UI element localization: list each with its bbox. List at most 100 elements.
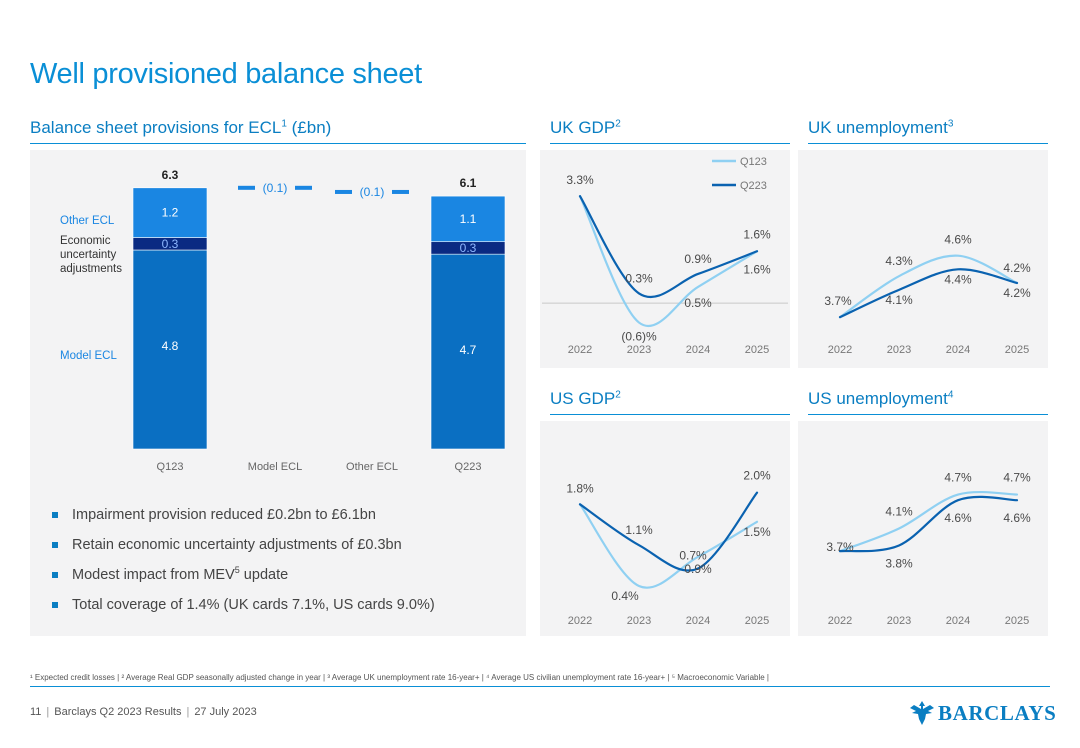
- x-tick-label: 2023: [627, 615, 651, 627]
- x-tick-label: 2024: [686, 344, 710, 356]
- bullet-marker: [52, 542, 58, 548]
- bullet-marker: [52, 572, 58, 578]
- footer: 11 | Barclays Q2 2023 Results | 27 July 2023: [30, 706, 257, 718]
- x-tick-label: Q223: [455, 461, 482, 473]
- bullet-item: Retain economic uncertainty adjustments …: [50, 534, 435, 564]
- bar-econ-adjustment-label: 0.3: [460, 241, 477, 255]
- uk-unemp-line-chart: 2022 2023 2024 2025 3.7% 4.3% 4.6% 4.2% 4.1% 4.4%…: [824, 233, 1031, 356]
- us-gdp-section-rule: [550, 414, 790, 415]
- bridge-label: (0.1): [360, 185, 385, 199]
- data-label: 0.4%: [611, 589, 639, 603]
- data-label: 4.2%: [1003, 261, 1031, 275]
- footnotes: ¹ Expected credit losses | ² Average Rea…: [30, 673, 770, 682]
- legend-econ-line1: Economic: [60, 235, 111, 247]
- report-date: 27 July 2023: [194, 706, 257, 718]
- bridge-label-bg: [352, 183, 392, 200]
- data-label: 4.4%: [944, 272, 972, 286]
- x-tick-label: 2025: [1005, 615, 1029, 627]
- data-label: 1.6%: [743, 227, 771, 241]
- data-label: 1.6%: [743, 262, 771, 276]
- data-label: 3.3%: [566, 173, 594, 187]
- page-title: Well provisioned balance sheet: [30, 58, 422, 90]
- x-tick-label: 2025: [1005, 344, 1029, 356]
- data-label: 4.2%: [1003, 286, 1031, 300]
- bullet-item: Modest impact from MEV5 update: [50, 564, 435, 594]
- bullet-list: Impairment provision reduced £0.2bn to £…: [50, 504, 435, 624]
- bar-model-ecl-label: 4.8: [162, 339, 179, 353]
- legend-other-ecl: Other ECL: [60, 215, 115, 227]
- bar-other-ecl: [132, 187, 208, 238]
- data-label: 0.9%: [684, 252, 712, 266]
- us-unemp-line-chart: 2022 2023 2024 2025 3.7% 4.1% 4.7% 4.7% 3.8% 4.6%…: [826, 471, 1031, 627]
- x-tick-label: 2023: [887, 615, 911, 627]
- legend-label-q123: Q123: [740, 156, 767, 168]
- ecl-bar-chart: Other ECL Economic uncertainty adjustmen…: [60, 168, 506, 473]
- data-label: 1.1%: [625, 523, 653, 537]
- bullet-item: Impairment provision reduced £0.2bn to £…: [50, 504, 435, 534]
- x-tick-label: 2024: [686, 615, 710, 627]
- x-tick-label: 2023: [887, 344, 911, 356]
- bar-model-ecl-label: 4.7: [460, 343, 477, 357]
- data-label: 2.0%: [743, 469, 771, 483]
- uk-unemp-section-title: UK unemployment3: [808, 118, 954, 137]
- data-label: 0.9%: [684, 562, 712, 576]
- uk-gdp-section-title: UK GDP2: [550, 118, 621, 137]
- us-unemp-panel: 2022 2023 2024 2025 3.7% 4.1% 4.7% 4.7% 3.8% 4.6%…: [798, 421, 1048, 636]
- footer-rule: [30, 686, 1050, 687]
- data-label: 4.6%: [944, 511, 972, 525]
- series-line-q223: [838, 495, 1019, 553]
- series-line-q123: [578, 195, 759, 327]
- data-label: 3.7%: [826, 540, 854, 554]
- eagle-icon: [910, 701, 934, 725]
- x-tick-label: 2023: [627, 344, 651, 356]
- data-label: 4.1%: [885, 293, 913, 307]
- legend-econ-line2: uncertainty: [60, 249, 117, 261]
- data-label: 4.6%: [944, 233, 972, 247]
- ecl-section-rule: [30, 143, 526, 144]
- bar-total-label: 6.1: [460, 176, 477, 190]
- data-label: 4.6%: [1003, 511, 1031, 525]
- data-label: 0.7%: [679, 549, 707, 563]
- bar-model-ecl: [132, 249, 208, 450]
- bullet-item: Total coverage of 1.4% (UK cards 7.1%, U…: [50, 594, 435, 624]
- us-unemp-section-rule: [808, 414, 1048, 415]
- x-tick-label: 2024: [946, 615, 970, 627]
- x-tick-label: 2022: [828, 615, 852, 627]
- uk-gdp-section-rule: [550, 143, 790, 144]
- bar-other-ecl-label: 1.1: [460, 212, 477, 226]
- data-label: 0.5%: [684, 296, 712, 310]
- bridge-label-bg: [255, 179, 295, 196]
- us-gdp-panel: 2022 2023 2024 2025 1.8% 0.4% 0.9% 1.5% 1.1% 0.7%…: [540, 421, 790, 636]
- series-line-q223: [578, 195, 759, 299]
- data-label: 3.8%: [885, 556, 913, 570]
- logo-wordmark: BARCLAYS: [938, 701, 1057, 725]
- x-tick-label: 2022: [828, 344, 852, 356]
- uk-unemp-panel: 2022 2023 2024 2025 3.7% 4.3% 4.6% 4.2% 4.1% 4.4%…: [798, 150, 1048, 368]
- report-name: Barclays Q2 2023 Results: [54, 706, 182, 718]
- barclays-logo: BARCLAYS: [908, 698, 1057, 728]
- data-label: 3.7%: [824, 294, 852, 308]
- ecl-panel: Other ECL Economic uncertainty adjustmen…: [30, 150, 526, 636]
- page-number: 11: [30, 706, 42, 718]
- bar-other-ecl-label: 1.2: [162, 206, 179, 220]
- data-label: 4.7%: [944, 471, 972, 485]
- data-label: 1.5%: [743, 525, 771, 539]
- series-line-q123: [838, 254, 1019, 319]
- data-label: 4.7%: [1003, 471, 1031, 485]
- x-tick-label: 2022: [568, 615, 592, 627]
- x-tick-label: 2022: [568, 344, 592, 356]
- data-label: 0.3%: [625, 271, 653, 285]
- bar-total-label: 6.3: [162, 168, 179, 182]
- us-unemp-section-title: US unemployment4: [808, 389, 954, 408]
- x-tick-label: Other ECL: [346, 461, 398, 473]
- data-label: 1.8%: [566, 481, 594, 495]
- x-tick-label: 2025: [745, 615, 769, 627]
- x-tick-label: Q123: [157, 461, 184, 473]
- data-label: 4.1%: [885, 505, 913, 519]
- x-tick-label: Model ECL: [248, 461, 302, 473]
- ecl-section-title: Balance sheet provisions for ECL1 (£bn): [30, 118, 332, 137]
- bar-econ-adjustment-label: 0.3: [162, 237, 179, 251]
- bar-model-ecl: [430, 253, 506, 450]
- bullet-marker: [52, 602, 58, 608]
- series-line-q223: [838, 268, 1019, 319]
